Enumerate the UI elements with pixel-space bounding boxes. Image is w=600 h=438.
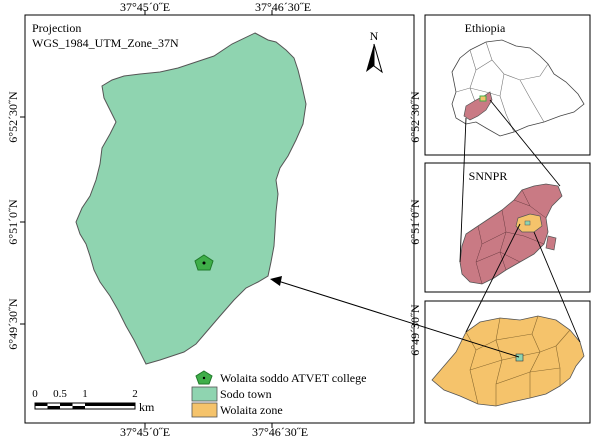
inset-connectors (459, 99, 581, 343)
scale-tick-0: 0 (32, 388, 38, 400)
coord-left-2: 6°51´0˝N (6, 199, 20, 245)
wolaita-zone-map (431, 315, 585, 407)
scale-tick-05: 0.5 (53, 388, 67, 400)
legend-sodo-swatch (191, 386, 218, 402)
scale-unit: km (139, 400, 155, 414)
legend-zone-label: Wolaita zone (220, 403, 283, 417)
coord-top-right: 37°46´30˝E (255, 0, 311, 14)
main-map-ticks (20, 10, 273, 428)
coord-top-left: 37°45´0˝E (120, 0, 170, 14)
north-arrow-icon: N (366, 29, 383, 74)
ethiopia-map (451, 39, 585, 137)
snnpr-map (459, 183, 563, 285)
scale-tick-2: 2 (132, 388, 138, 400)
sodo-town-boundary (75, 32, 307, 365)
projection-title: Projection (32, 21, 81, 35)
legend-zone-swatch (191, 402, 218, 418)
north-label: N (370, 29, 379, 43)
scale-tick-1: 1 (82, 388, 88, 400)
location-arrow (270, 276, 520, 358)
coord-right-2: 6°51´0˝N (408, 199, 422, 245)
coord-left-1: 6°52´30˝N (6, 91, 20, 143)
coord-bottom-right: 37°46´30˝E (252, 425, 308, 438)
inset-snnpr-label: SNNPR (469, 169, 508, 183)
legend-college-label: Wolaita soddo ATVET college (220, 371, 366, 385)
coord-right-3: 6°49´30˝N (408, 304, 422, 356)
legend-sodo-label: Sodo town (220, 387, 272, 401)
legend: Wolaita soddo ATVET college Sodo town Wo… (191, 370, 366, 418)
coord-bottom-left: 37°45´0˝E (120, 425, 170, 438)
scale-bar: 0 0.5 1 2 km (32, 388, 155, 414)
inset-ethiopia-label: Ethiopia (465, 21, 506, 35)
coord-left-3: 6°49´30˝N (6, 298, 20, 350)
coord-right-1: 6°52´30˝N (408, 91, 422, 143)
projection-name: WGS_1984_UTM_Zone_37N (32, 36, 179, 50)
